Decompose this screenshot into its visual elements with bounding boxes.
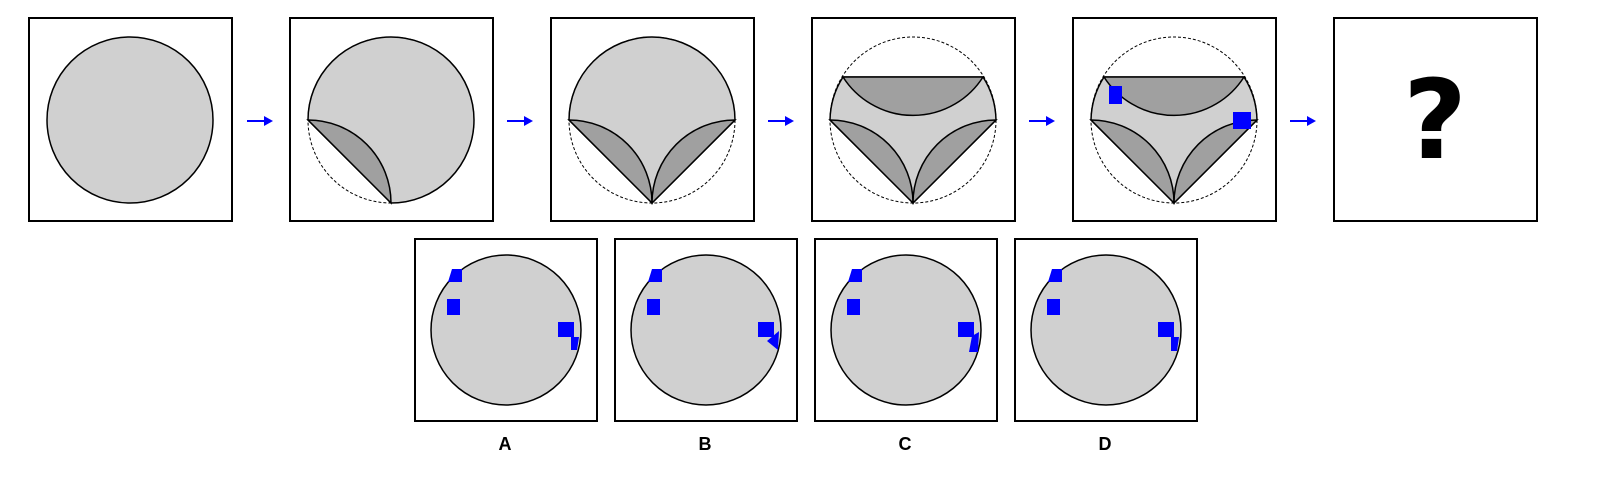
- sequence-frame-3: [550, 17, 755, 222]
- blue-square: [448, 269, 462, 282]
- option-label: D: [1099, 434, 1112, 454]
- blue-square: [1048, 269, 1062, 282]
- option-b[interactable]: B: [614, 238, 798, 454]
- folded-flap-left: [567, 119, 653, 205]
- option-label: C: [899, 434, 912, 454]
- folded-flap-left: [828, 119, 914, 205]
- folded-flap-top: [841, 76, 985, 117]
- folded-flap: [306, 119, 392, 205]
- blue-square: [571, 337, 579, 350]
- folded-flap-right: [651, 119, 737, 205]
- sequence-frame-1: [28, 17, 233, 222]
- option-c[interactable]: C: [814, 238, 998, 454]
- blue-square: [1158, 322, 1174, 337]
- blue-square: [647, 299, 660, 315]
- sequence-frame-2: [289, 17, 494, 222]
- blue-square: [648, 269, 662, 282]
- blue-square: [1109, 86, 1122, 104]
- disc-remaining: [568, 36, 736, 205]
- folded-flap-right: [912, 119, 998, 205]
- blue-square: [847, 299, 860, 315]
- arrow-right-icon: [247, 116, 273, 126]
- blue-triangle: [767, 331, 779, 350]
- blue-square: [447, 299, 460, 315]
- disc-remaining: [307, 36, 475, 204]
- disc-shape: [830, 254, 982, 406]
- frame-box: [1333, 17, 1538, 222]
- disc-shape: [1030, 254, 1182, 406]
- sequence-frame-4: [811, 17, 1016, 222]
- blue-square: [1171, 337, 1179, 351]
- option-label: B: [699, 434, 712, 454]
- blue-square: [1047, 299, 1060, 315]
- option-a[interactable]: A: [414, 238, 598, 454]
- arrow-right-icon: [768, 116, 794, 126]
- option-label: A: [499, 434, 512, 454]
- option-d[interactable]: D: [1014, 238, 1198, 454]
- sequence-frame-answer: ?: [1333, 17, 1538, 222]
- blue-square: [758, 322, 774, 337]
- disc-shape: [430, 254, 582, 406]
- sequence-frame-5: [1072, 17, 1277, 222]
- blue-square: [958, 322, 974, 337]
- arrow-right-icon: [1029, 116, 1055, 126]
- blue-square: [558, 322, 574, 337]
- disc-shape: [630, 254, 782, 406]
- blue-square: [848, 269, 862, 282]
- blue-parallelogram: [969, 332, 979, 352]
- disc-shape: [46, 36, 214, 204]
- folded-flap-left: [1089, 119, 1175, 205]
- arrow-right-icon: [1290, 116, 1316, 126]
- blue-square: [1233, 112, 1251, 129]
- question-mark: ?: [1403, 56, 1467, 184]
- arrow-right-icon: [507, 116, 533, 126]
